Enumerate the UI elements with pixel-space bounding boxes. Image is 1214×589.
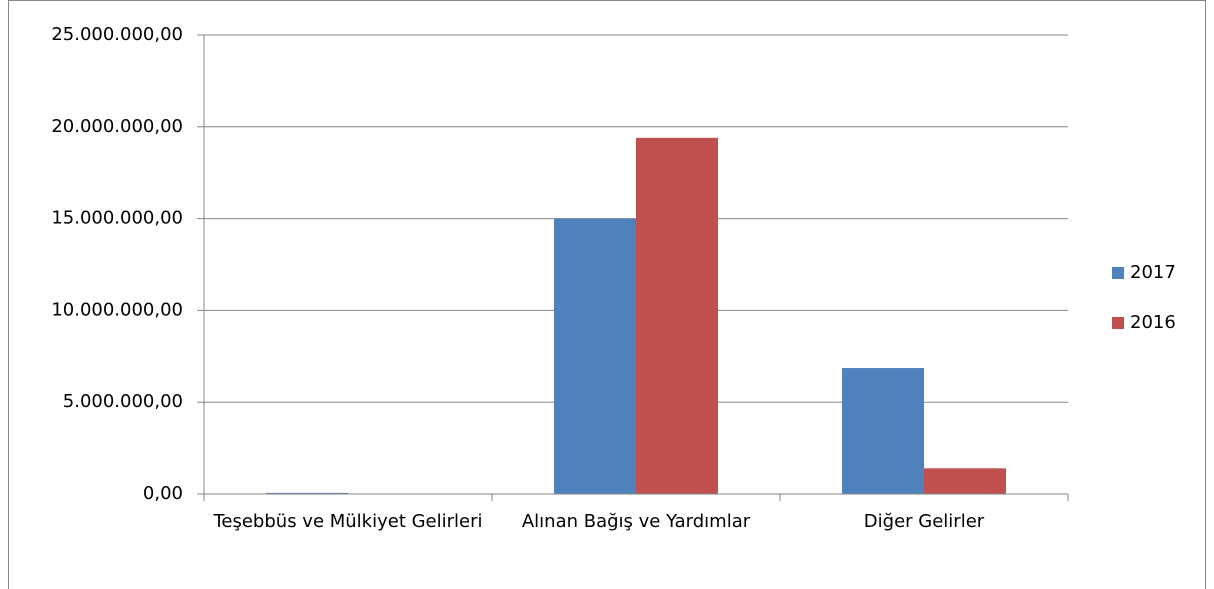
x-tick-label: Teşebbüs ve Mülkiyet Gelirleri (213, 511, 483, 532)
legend-label: 2016 (1130, 312, 1176, 333)
bar (924, 468, 1006, 494)
y-tick-label: 5.000.000,00 (63, 391, 183, 412)
x-tick-label: Alınan Bağış ve Yardımlar (521, 511, 751, 532)
y-tick-label: 15.000.000,00 (51, 208, 183, 229)
y-tick-label: 0,00 (143, 483, 183, 504)
bar (554, 218, 636, 494)
legend-swatch (1112, 317, 1124, 329)
legend-swatch (1112, 267, 1124, 279)
y-tick-label: 20.000.000,00 (51, 116, 183, 137)
bar (842, 368, 924, 494)
bar (636, 137, 718, 495)
x-tick-label: Diğer Gelirler (863, 511, 985, 532)
y-tick-label: 25.000.000,00 (51, 24, 183, 45)
bar (266, 492, 348, 494)
legend-label: 2017 (1130, 262, 1176, 283)
y-tick-label: 10.000.000,00 (51, 299, 183, 320)
